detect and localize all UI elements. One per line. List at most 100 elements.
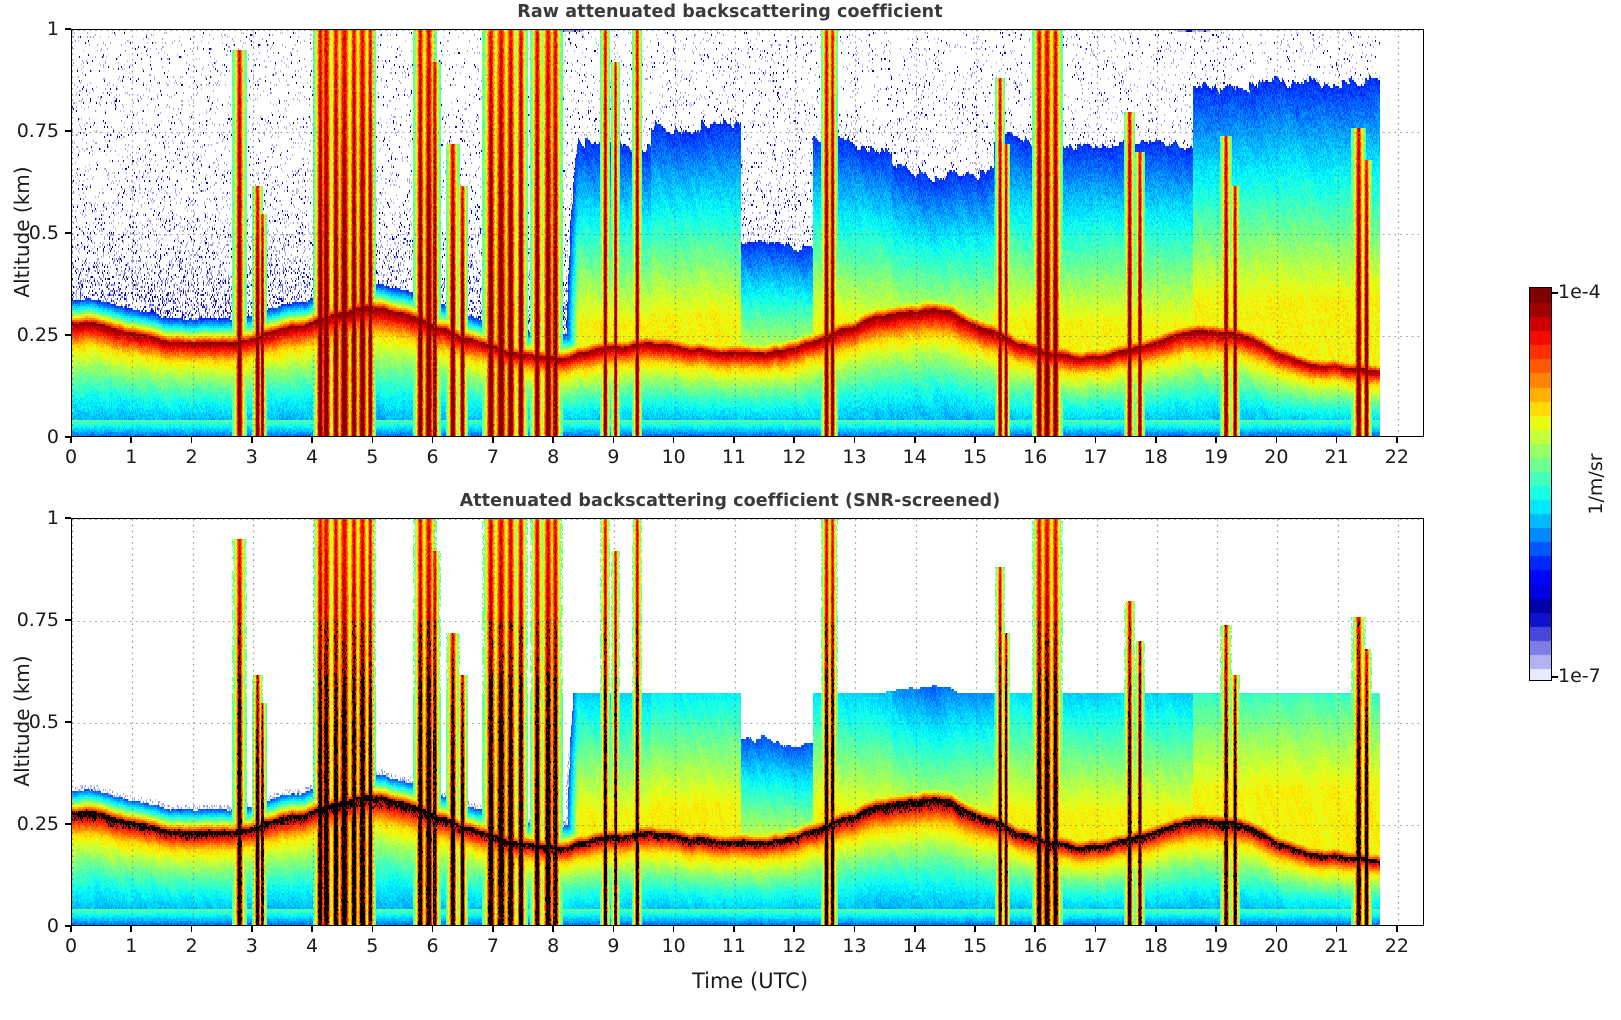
x-tick-label: 20 xyxy=(1264,935,1289,957)
x-tickmark xyxy=(251,437,253,443)
x-tick-label: 3 xyxy=(245,935,258,957)
x-tickmark xyxy=(733,437,735,443)
colorbar-min-label: 1e-7 xyxy=(1558,665,1601,687)
y-tick-label: 0.25 xyxy=(16,324,59,346)
x-tick-label: 7 xyxy=(486,446,499,468)
x-tickmark xyxy=(1034,926,1037,932)
x-tickmark xyxy=(612,926,615,932)
x-tick-label: 1 xyxy=(125,935,138,957)
x-tick-label: 18 xyxy=(1143,935,1168,957)
colorbar[interactable] xyxy=(1529,287,1552,681)
x-tick-label: 10 xyxy=(661,935,686,957)
colorbar-max-label: 1e-4 xyxy=(1558,281,1601,303)
y-tickmark xyxy=(65,436,71,438)
colorbar-tickmark xyxy=(1552,676,1558,678)
x-tick-label: 6 xyxy=(426,935,439,957)
y-tick-label: 0.5 xyxy=(28,222,59,244)
panel-raw-title: Raw attenuated backscattering coefficien… xyxy=(517,2,943,22)
x-tickmark xyxy=(1215,437,1217,443)
x-tick-label: 19 xyxy=(1203,935,1229,957)
x-tickmark xyxy=(251,926,253,932)
x-tickmark xyxy=(672,437,675,443)
x-tickmark xyxy=(190,437,193,443)
x-tickmark xyxy=(371,926,374,932)
y-tickmark xyxy=(65,721,71,723)
x-tick-label: 9 xyxy=(607,935,620,957)
y-tickmark xyxy=(65,28,71,30)
x-tickmark xyxy=(492,926,494,932)
x-tickmark xyxy=(130,437,133,443)
x-tickmark xyxy=(853,437,856,443)
x-tickmark xyxy=(371,437,374,443)
panel-raw-plot-area[interactable] xyxy=(71,29,1424,437)
x-tickmark xyxy=(1275,926,1278,932)
x-tick-label: 11 xyxy=(721,446,747,468)
x-tickmark xyxy=(612,437,615,443)
x-tick-label: 12 xyxy=(782,446,807,468)
panel-screened-title: Attenuated backscattering coefficient (S… xyxy=(459,491,1001,511)
colorbar-unit-label: 1/m/sr xyxy=(1585,453,1607,515)
x-tick-label: 22 xyxy=(1384,935,1409,957)
x-tickmark xyxy=(1034,437,1037,443)
y-tick-label: 0.25 xyxy=(16,813,59,835)
x-tick-label: 4 xyxy=(306,935,319,957)
x-tick-label: 21 xyxy=(1324,446,1349,468)
x-tickmark xyxy=(1396,926,1398,932)
x-tick-label: 5 xyxy=(366,446,379,468)
panel-screened-heatmap-canvas xyxy=(72,519,1423,925)
x-tick-label: 20 xyxy=(1264,446,1289,468)
x-tickmark xyxy=(311,926,313,932)
panel-screened-backscatter: Attenuated backscattering coefficient (S… xyxy=(0,487,1460,1020)
x-tick-label: 8 xyxy=(547,446,560,468)
x-tickmark xyxy=(913,926,916,932)
x-tick-label: 17 xyxy=(1083,935,1108,957)
x-tickmark xyxy=(1155,926,1157,932)
x-tick-label: 12 xyxy=(782,935,807,957)
y-tickmark xyxy=(65,619,71,621)
y-tick-label: 0.5 xyxy=(28,711,59,733)
y-tick-label: 1 xyxy=(46,18,59,40)
x-tickmark xyxy=(672,926,675,932)
x-tick-label: 16 xyxy=(1023,935,1048,957)
x-tickmark xyxy=(311,437,313,443)
x-tickmark xyxy=(793,926,795,932)
x-tickmark xyxy=(431,437,434,443)
x-tickmark xyxy=(1094,926,1097,932)
x-tickmark xyxy=(70,437,72,443)
x-tick-label: 0 xyxy=(64,935,78,957)
x-tickmark xyxy=(1335,926,1338,932)
x-tick-label: 6 xyxy=(426,446,439,468)
x-tickmark xyxy=(793,437,795,443)
colorbar-canvas xyxy=(1530,288,1551,680)
x-tickmark xyxy=(1155,437,1157,443)
x-tickmark xyxy=(1396,437,1398,443)
x-tick-label: 21 xyxy=(1324,935,1349,957)
x-tick-label: 15 xyxy=(962,446,988,468)
x-tickmark xyxy=(190,926,193,932)
y-tickmark xyxy=(65,130,71,132)
y-tickmark xyxy=(65,334,71,336)
x-tickmark xyxy=(853,926,856,932)
x-tick-label: 13 xyxy=(842,935,867,957)
x-tickmark xyxy=(1275,437,1278,443)
colorbar-group: 1e-4 1e-7 1/m/sr xyxy=(1495,0,1621,1020)
x-tickmark xyxy=(130,926,133,932)
panel-raw-backscatter: Raw attenuated backscattering coefficien… xyxy=(0,0,1460,478)
y-tick-label: 0.75 xyxy=(16,609,59,631)
x-tick-label: 3 xyxy=(245,446,258,468)
y-tick-label: 0.75 xyxy=(16,120,59,142)
y-tickmark xyxy=(65,823,71,825)
panel-screened-plot-area[interactable] xyxy=(71,518,1424,926)
x-tick-label: 16 xyxy=(1023,446,1048,468)
panel-raw-heatmap-canvas xyxy=(72,30,1423,436)
x-tick-label: 11 xyxy=(721,935,747,957)
x-tick-label: 18 xyxy=(1143,446,1168,468)
x-tick-label: 13 xyxy=(842,446,867,468)
x-tickmark xyxy=(974,926,976,932)
x-tick-label: 14 xyxy=(902,935,927,957)
y-tickmark xyxy=(65,925,71,927)
x-tick-label: 9 xyxy=(607,446,620,468)
y-tick-label: 1 xyxy=(46,507,59,529)
x-tick-label: 4 xyxy=(306,446,319,468)
x-tick-label: 1 xyxy=(125,446,138,468)
